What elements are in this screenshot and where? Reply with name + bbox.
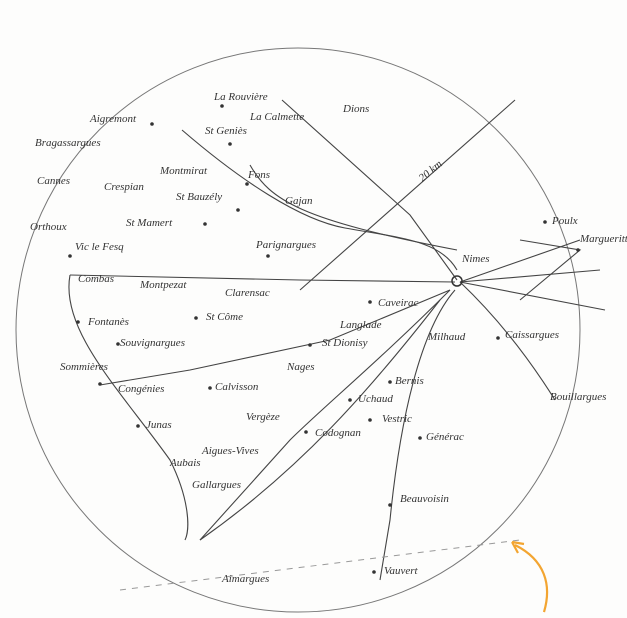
place: Parignargues [255,239,316,251]
place: Cannes [37,175,70,187]
place: St Geniès [205,125,247,137]
place: La Calmette [249,111,304,123]
place: St Mamert [126,217,173,229]
place: Combas [78,273,114,285]
place: Montmirat [159,165,208,177]
map: 20 km La Rouvière La Calmette Dions Aigr… [0,0,627,618]
place: Aigues-Vives [201,445,259,457]
place: Aimargues [221,573,269,585]
place: Bouillargues [550,391,606,403]
place: Nimes [461,253,490,265]
place: Nages [286,361,315,373]
place: Langlade [339,319,382,331]
place: Vic le Fesq [75,241,124,253]
place: Codognan [315,427,361,439]
place: Caissargues [505,329,559,341]
place: Montpezat [139,279,187,291]
place: Vergèze [246,411,280,423]
place: Gallargues [192,479,241,491]
place: Congénies [118,383,164,395]
place: Junas [146,419,172,431]
place: Clarensac [225,287,270,299]
place: Sommières [60,361,108,373]
place: Vestric [382,413,412,425]
place: Fontanès [87,316,129,328]
place: Poulx [551,215,578,227]
place: Gajan [285,195,313,207]
place: Calvisson [215,381,259,393]
place: Orthoux [30,221,67,233]
place: Aigremont [89,113,137,125]
place: Crespian [104,181,144,193]
place: Générac [426,431,464,443]
place: St Dionisy [322,337,368,349]
place: St Bauzély [176,191,222,203]
place: Uchaud [358,393,393,405]
place: Caveirac [378,297,418,309]
place: Souvignargues [120,337,185,349]
place: Bernis [395,375,424,387]
place: Vauvert [384,565,419,577]
place: Milhaud [427,331,466,343]
place: Fons [247,169,270,181]
place: La Rouvière [213,91,268,103]
place: Beauvoisin [400,493,449,505]
place: Aubais [169,457,201,469]
place: St Côme [206,311,243,323]
place: Dions [342,103,369,115]
place: Bragassargues [35,137,101,149]
place: Marguerittes [579,233,627,245]
